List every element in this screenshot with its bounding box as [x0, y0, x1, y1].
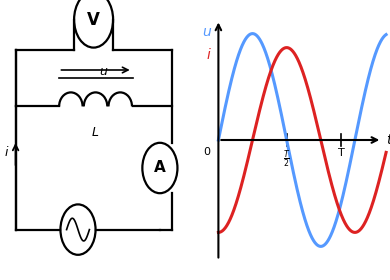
- Text: t: t: [386, 133, 390, 147]
- Text: 0: 0: [204, 147, 211, 157]
- Text: u: u: [99, 65, 107, 78]
- Text: i: i: [207, 48, 211, 62]
- Text: i: i: [4, 146, 7, 159]
- Text: L: L: [92, 126, 99, 139]
- Text: T: T: [338, 148, 345, 158]
- Text: A: A: [154, 160, 166, 176]
- Text: $\frac{T}{2}$: $\frac{T}{2}$: [283, 148, 290, 170]
- Text: u: u: [202, 25, 211, 39]
- Text: V: V: [87, 11, 100, 29]
